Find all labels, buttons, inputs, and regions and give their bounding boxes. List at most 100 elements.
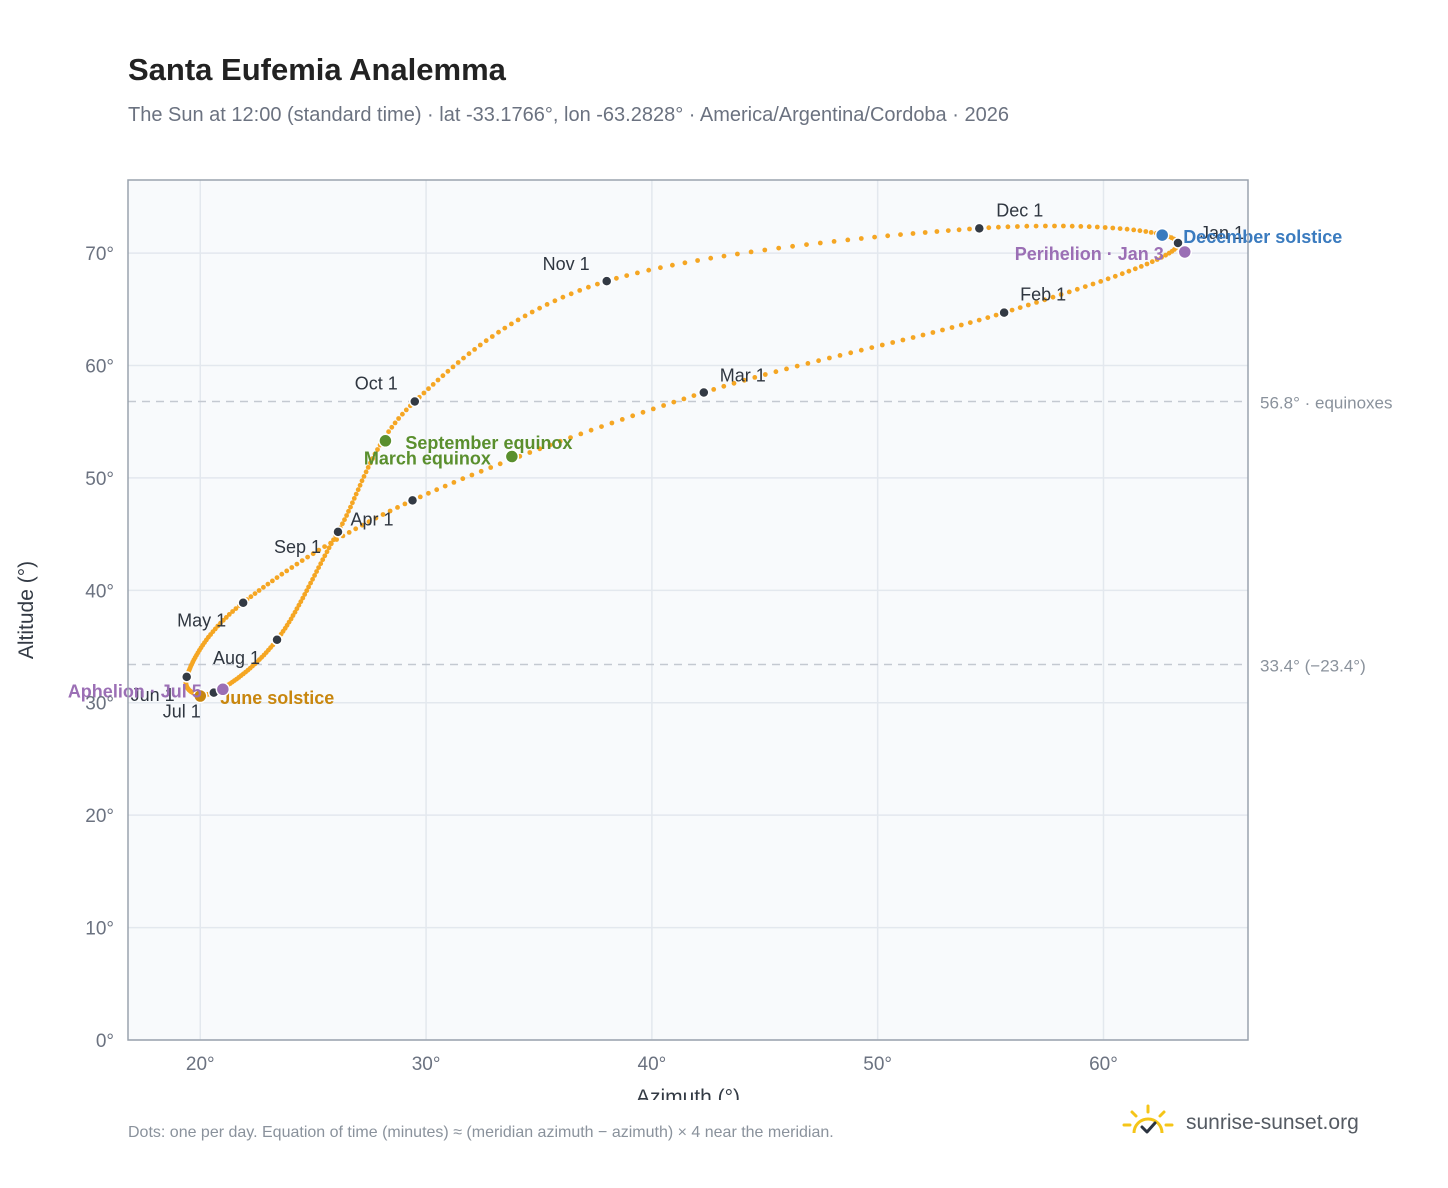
- day-dot: [784, 366, 789, 372]
- plot-background: [128, 180, 1248, 1040]
- day-dot: [1105, 276, 1111, 282]
- day-dot: [721, 253, 727, 259]
- day-dot: [294, 561, 300, 567]
- day-dot: [773, 369, 779, 375]
- day-dot: [403, 407, 409, 413]
- day-dot: [451, 480, 457, 485]
- y-axis-label: Altitude (°): [15, 561, 38, 659]
- brand[interactable]: sunrise-sunset.org: [1120, 1100, 1359, 1146]
- month-dot: [600, 275, 613, 287]
- day-dot: [986, 225, 992, 231]
- day-dot: [324, 549, 330, 555]
- day-dot: [359, 478, 365, 484]
- day-dot: [400, 411, 405, 417]
- day-dot: [711, 387, 717, 392]
- day-dot: [359, 522, 365, 528]
- day-dot: [993, 312, 999, 318]
- month-dot: [973, 222, 986, 235]
- analemma-chart: 56.8° · equinoxes 33.4° (−23.4°) Jan 1 Feb…: [15, 179, 1393, 1100]
- event-dot: [193, 688, 208, 704]
- day-dot: [350, 500, 355, 506]
- day-dot: [509, 321, 514, 327]
- day-dot: [721, 383, 727, 389]
- event-label: September equinox: [405, 433, 572, 453]
- day-dot: [302, 592, 308, 597]
- day-dot: [256, 588, 262, 593]
- day-dot: [502, 325, 508, 331]
- day-dot: [682, 260, 688, 266]
- day-dot: [318, 561, 324, 567]
- day-dot: [1124, 226, 1130, 232]
- day-dot: [1034, 300, 1039, 305]
- day-dot: [450, 364, 456, 370]
- day-dot: [1017, 305, 1023, 310]
- day-dot: [353, 526, 359, 532]
- day-dot: [1132, 266, 1138, 272]
- x-tick-label: 50°: [863, 1054, 892, 1075]
- day-dot: [304, 588, 310, 594]
- day-dot: [1143, 229, 1149, 234]
- month-dot: [1172, 237, 1184, 249]
- day-dot: [537, 305, 542, 311]
- day-dot: [328, 541, 334, 547]
- day-dot: [1052, 223, 1057, 229]
- day-dot: [314, 569, 319, 574]
- y-tick-label: 10°: [85, 919, 114, 940]
- day-dot: [527, 450, 533, 455]
- day-dot: [455, 360, 461, 365]
- day-dot: [956, 227, 962, 233]
- month-dot: [332, 526, 344, 538]
- day-dot: [472, 347, 477, 352]
- day-dot: [1061, 223, 1066, 229]
- plot-frame: [127, 179, 1249, 1041]
- day-dot: [279, 571, 285, 577]
- day-dot: [568, 291, 574, 297]
- day-dot: [435, 377, 441, 383]
- day-dot: [299, 558, 305, 563]
- day-dot: [340, 521, 345, 527]
- day-dot: [848, 350, 854, 356]
- day-dot: [346, 530, 352, 535]
- day-dot: [1117, 226, 1123, 232]
- day-dot: [265, 581, 271, 587]
- day-dot: [560, 294, 566, 300]
- day-dot: [858, 236, 864, 241]
- day-dot: [1149, 259, 1155, 265]
- brand-name: sunrise-sunset.org: [1186, 1111, 1359, 1134]
- month-label: Jun 1: [131, 685, 175, 705]
- month-label: Mar 1: [720, 365, 766, 385]
- month-dot: [406, 494, 419, 507]
- chart-subtitle: The Sun at 12:00 (standard time) · lat -…: [128, 104, 1009, 126]
- event-label: March equinox: [364, 449, 491, 469]
- day-dot: [461, 355, 466, 361]
- day-dot: [762, 247, 768, 253]
- day-dot: [351, 496, 357, 501]
- day-dot: [635, 270, 640, 276]
- day-dot: [670, 262, 675, 268]
- event-dot: [215, 682, 231, 697]
- day-dot: [831, 239, 837, 244]
- day-dot: [910, 231, 916, 236]
- day-dot: [392, 420, 398, 426]
- y-tick-label: 0°: [96, 1031, 114, 1052]
- day-dot: [417, 494, 423, 500]
- day-dot: [310, 576, 315, 582]
- day-dot: [1131, 227, 1137, 233]
- x-tick-label: 30°: [412, 1054, 441, 1075]
- day-dot: [1005, 224, 1011, 230]
- reference-line-label: 56.8° · equinoxes: [1260, 393, 1393, 412]
- day-dot: [322, 544, 327, 549]
- day-dot: [363, 469, 369, 475]
- month-dot: [180, 671, 193, 683]
- day-dot: [869, 345, 875, 350]
- day-dot: [370, 456, 376, 461]
- month-label: Nov 1: [543, 254, 590, 274]
- day-dot: [430, 382, 436, 387]
- day-dot: [1166, 250, 1172, 256]
- day-dot: [845, 237, 851, 243]
- day-dot: [305, 554, 310, 560]
- day-dot: [497, 461, 503, 467]
- event-label: Perihelion · Jan 3: [1015, 244, 1164, 264]
- day-dot: [1058, 292, 1064, 297]
- day-dot: [614, 275, 619, 281]
